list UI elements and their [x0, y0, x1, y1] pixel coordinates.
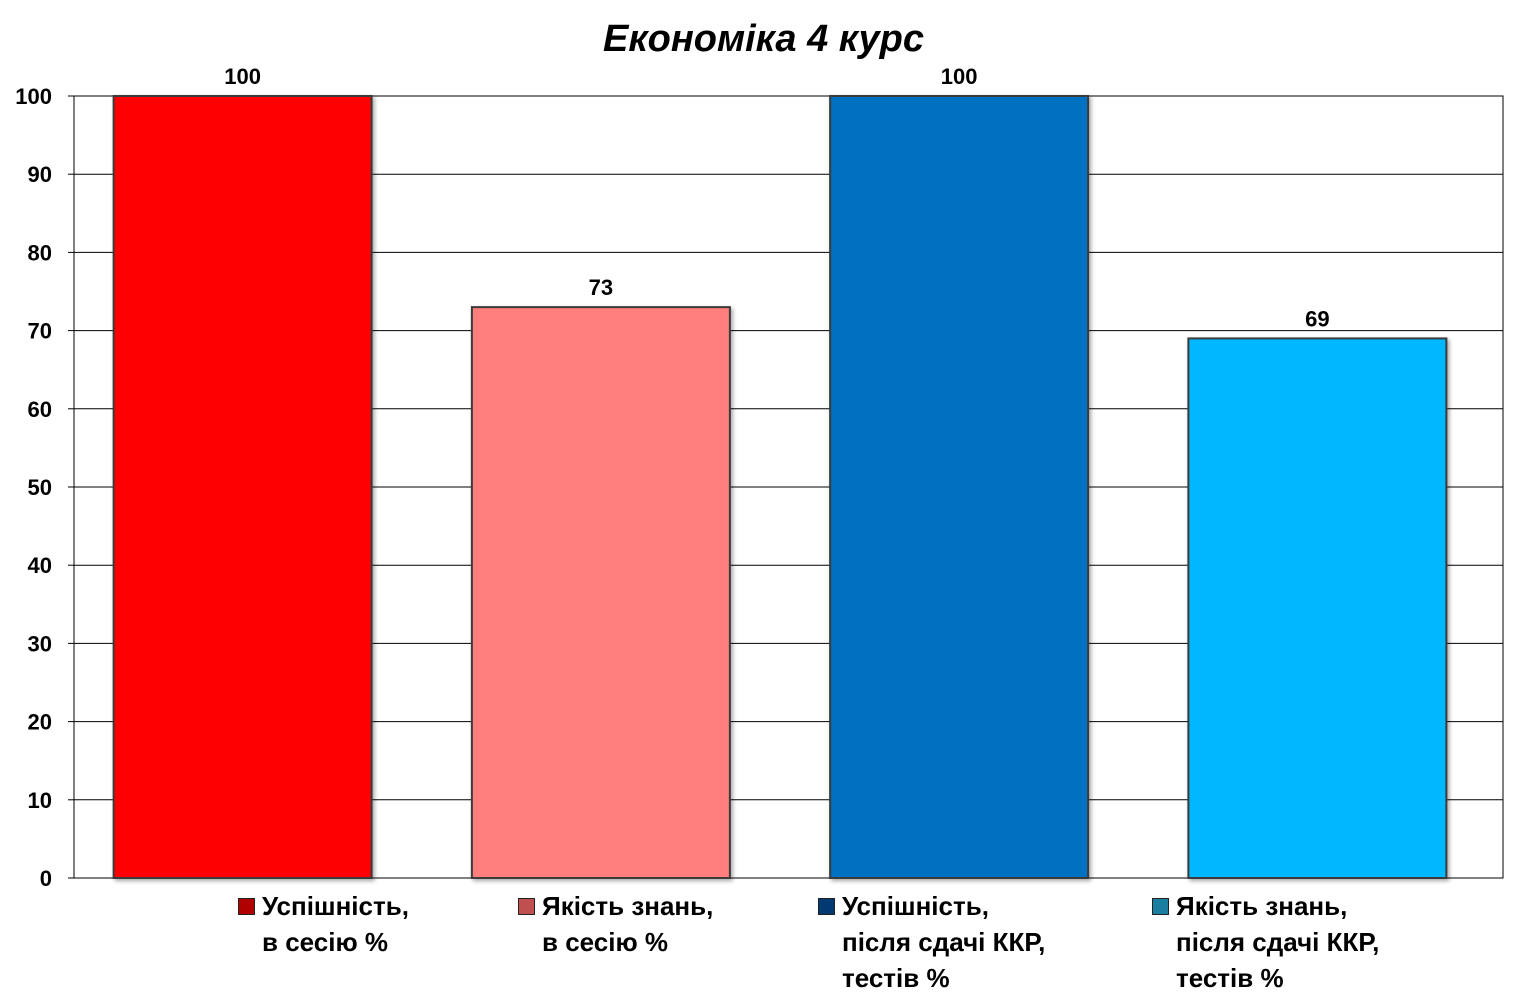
- bar-4: [1187, 337, 1448, 880]
- data-label-4: 69: [1305, 306, 1329, 331]
- y-tick-label: 10: [28, 788, 52, 813]
- legend-label-line: тестів %: [842, 963, 950, 993]
- legend-label-line: Успішність,: [262, 891, 409, 921]
- legend-label-line: Успішність,: [842, 891, 989, 921]
- legend-label-line: в сесію %: [542, 927, 669, 957]
- y-tick-label: 40: [28, 553, 52, 578]
- y-tick-label: 20: [28, 710, 52, 735]
- legend-label-line: Якість знань,: [542, 891, 714, 921]
- y-tick-label: 30: [28, 631, 52, 656]
- legend-label: Якість знань, в сесію %: [542, 888, 713, 960]
- bar-2: [470, 306, 731, 879]
- y-tick-label: 100: [15, 84, 52, 109]
- legend-swatch: [238, 898, 255, 915]
- legend-label-line: Якість знань,: [1176, 891, 1348, 921]
- legend-label: Успішність, після сдачі ККР, тестів %: [842, 888, 1045, 996]
- bar-3: [829, 95, 1090, 879]
- y-tick-label: 90: [28, 162, 52, 187]
- y-tick-label: 70: [28, 319, 52, 344]
- legend-label-line: тестів %: [1176, 963, 1284, 993]
- data-label-2: 73: [589, 275, 613, 300]
- y-tick-label: 50: [28, 475, 52, 500]
- y-tick-label: 80: [28, 240, 52, 265]
- legend-swatch: [518, 898, 535, 915]
- y-tick-label: 0: [40, 866, 52, 891]
- data-label-1: 100: [224, 64, 261, 89]
- legend-label: Успішність, в сесію %: [262, 888, 409, 960]
- legend-swatch: [818, 898, 835, 915]
- legend-label: Якість знань, після сдачі ККР, тестів %: [1176, 888, 1379, 996]
- legend-label-line: після сдачі ККР,: [1176, 927, 1380, 957]
- legend-label-line: в сесію %: [262, 927, 389, 957]
- legend-label-line: після сдачі ККР,: [842, 927, 1046, 957]
- bar-1: [112, 95, 373, 879]
- chart-title: Економіка 4 курс: [603, 18, 924, 60]
- data-label-3: 100: [941, 64, 978, 89]
- legend-swatch: [1152, 898, 1169, 915]
- y-tick-label: 60: [28, 397, 52, 422]
